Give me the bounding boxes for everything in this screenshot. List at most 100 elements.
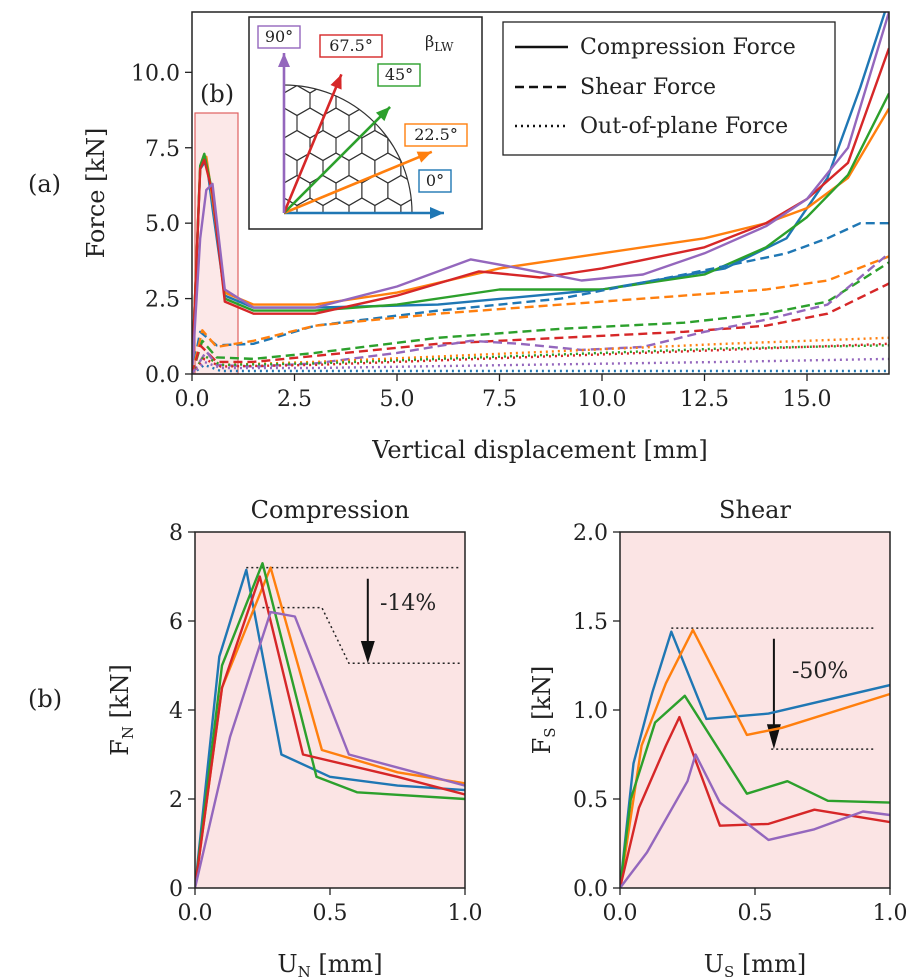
legend: Compression Force Shear Force Out-of-pla… [502,21,836,156]
compression-y-tick-label: 2 [169,788,183,813]
compression-x-label: UN [mm] [277,950,382,979]
shear-lines [620,628,890,888]
inset-angle-label-67-5deg: 67.5° [329,36,373,55]
compression-y-tick-label: 4 [169,699,183,724]
compression-x-tick-label: 1.0 [448,901,483,926]
compression-series-0deg [195,568,465,888]
main-x-tick-label: 0.0 [175,387,210,412]
shear-x-tick-label: 1.0 [873,901,908,926]
inset-angle-box-22-5deg [404,123,468,147]
inset-angle-label-90deg: 90° [265,27,293,46]
compression-series-90deg [195,610,465,888]
main-series-compression-force-67-5deg [192,47,889,374]
honeycomb-cell [453,0,479,3]
main-x-tick-label: 7.5 [482,387,517,412]
main-plot-frame [191,11,890,375]
main-y-tick-label: 5.0 [145,212,180,237]
shear-y-label: FS [kN] [528,666,559,755]
compression-x-tick-label: 0.5 [313,901,348,926]
shear-panel: 0.0 0.5 1.0 0.0 0.5 1.0 1.5 2.0 Shear -50% US [… [528,496,908,979]
inset-arrowhead-0deg [430,207,444,219]
inset-arrowhead-90deg [278,53,290,67]
inset-angle-label-45deg: 45° [385,65,413,84]
shear-background [620,532,890,888]
compression-series-67-5deg [195,575,465,888]
main-y-tick-label: 0.0 [145,363,180,388]
shear-series-45deg [620,694,890,888]
inset-beta-symbol: βLW [425,32,454,54]
compression-y-tick-label: 0 [169,877,183,902]
main-y-tick-label: 7.5 [145,137,180,162]
honeycomb-cell [323,0,349,3]
shear-x-tick-label: 0.0 [603,901,638,926]
honeycomb-cell [375,0,401,3]
inset-angle-label-0deg: 0° [426,171,444,190]
honeycomb-cell [401,0,427,3]
shear-series-22-5deg [620,628,890,888]
inset-arrowhead-45deg [375,106,391,122]
shear-series-67-5deg [620,715,890,888]
main-x-tick-label: 15.0 [783,387,832,412]
main-series-out-of-plane-force-0deg [192,363,889,374]
inset-angle-label-22-5deg: 22.5° [414,125,458,144]
main-series-shear-force-45deg [192,261,889,374]
compression-x-tick-label: 0.0 [178,901,213,926]
compression-arrowhead [360,641,375,664]
shear-series-0deg [620,630,890,888]
legend-frame [502,21,836,156]
main-series-shear-force-22-5deg [192,255,889,374]
compression-ticks: 0.0 0.5 1.0 0 2 4 6 8 [169,521,483,926]
honeycomb-cell [427,0,453,3]
compression-lines [195,562,465,888]
shear-y-tick-label: 2.0 [573,521,608,546]
compression-y-tick-label: 6 [169,610,183,635]
honeycomb-cell [297,0,323,3]
main-x-label: Vertical displacement [mm] [371,436,707,464]
compression-title: Compression [251,496,410,524]
main-x-tick-label: 10.0 [578,387,627,412]
main-series-out-of-plane-force-45deg [192,344,889,374]
inset-arrow-22-5deg [283,150,433,215]
shear-y-tick-label: 1.0 [573,699,608,724]
main-series-out-of-plane-force-67-5deg [192,342,889,374]
compression-annotation [246,566,460,665]
inset-arrow-67-5deg [282,73,343,214]
shear-y-tick-label: 1.5 [573,610,608,635]
compression-annotation-text: -14% [380,591,436,616]
shear-x-label: US [mm] [704,950,806,979]
shear-series-90deg [620,753,890,888]
compression-series-45deg [195,562,465,888]
legend-label-shear: Shear Force [580,75,716,100]
main-x-tick-label: 2.5 [277,387,312,412]
inset-arrows [278,53,444,219]
inset-angle-labels: 0° 22.5° 45° 67.5° 90° [257,25,468,193]
main-x-tick-label: 5.0 [380,387,415,412]
main-y-tick-label: 2.5 [145,288,180,313]
honeycomb-cell [296,85,324,94]
compression-reduced-line [262,606,460,665]
legend-label-compression: Compression Force [580,35,796,60]
main-x-tick-label: 12.5 [680,387,729,412]
inset-angle-box-67-5deg [319,34,383,58]
honeycomb-cell [349,0,375,3]
highlight-label: (b) [200,80,234,108]
inset-angle-box-0deg [418,169,452,193]
shear-title: Shear [719,496,791,524]
shear-y-tick-label: 0.5 [573,788,608,813]
honeycomb-cell [271,0,297,3]
main-plot: (b) 0.0 2.5 5.0 7.5 10.0 12.5 15.0 0.0 2.5 5.0 7.5… [82,0,890,464]
shear-y-tick-label: 0.0 [573,877,608,902]
compression-y-tick-label: 8 [169,521,183,546]
inset-arrowhead-67-5deg [330,74,342,90]
inset-arrow-45deg [283,106,391,214]
shear-annotation-text: -50% [792,659,848,684]
inset-arrowhead-22-5deg [416,151,432,163]
compression-y-label: FN [kN] [106,664,137,756]
inset-angle-box-45deg [377,63,421,87]
compression-background [195,532,465,888]
shear-ticks: 0.0 0.5 1.0 0.0 0.5 1.0 1.5 2.0 [573,521,908,926]
inset-orientation: βLW 0° 22.5° 45° 67.5° 90° [248,0,483,230]
main-y-label: Force [kN] [82,128,110,259]
